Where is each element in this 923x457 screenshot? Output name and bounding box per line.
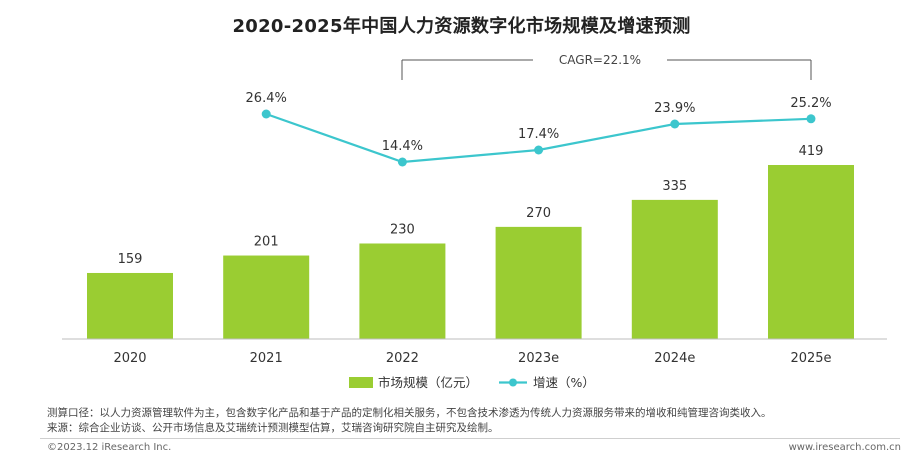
legend: 市场规模（亿元） 增速（%） xyxy=(349,375,595,390)
growth-label-2023e: 17.4% xyxy=(518,127,559,142)
bar-value-label-2024e: 335 xyxy=(662,179,687,194)
growth-label-2024e: 23.9% xyxy=(654,101,695,116)
bar-value-label-2022: 230 xyxy=(390,222,415,237)
footer-divider xyxy=(40,438,900,439)
bar-2020 xyxy=(87,272,173,339)
growth-point-2024e xyxy=(670,119,680,129)
bar-2025e xyxy=(768,165,854,339)
legend-line-marker xyxy=(509,378,517,387)
cagr-bracket: CAGR=22.1% xyxy=(401,53,812,80)
growth-point-2023e xyxy=(534,145,544,155)
x-tick-label-2020: 2020 xyxy=(113,351,146,366)
legend-bar-label: 市场规模（亿元） xyxy=(378,375,478,390)
growth-point-2022 xyxy=(397,157,407,167)
copyright: ©2023.12 iResearch Inc. xyxy=(47,442,172,453)
x-tick-label-2022: 2022 xyxy=(386,351,419,366)
bar-2021 xyxy=(223,255,310,339)
bar-2024e xyxy=(631,199,718,339)
x-tick-label-2023e: 2023e xyxy=(518,351,559,366)
growth-label-2021: 26.4% xyxy=(246,91,287,106)
growth-point-2025e xyxy=(806,114,816,124)
source-note: 来源：综合企业访谈、公开市场信息及艾瑞统计预测模型估算，艾瑞咨询研究院自主研究及… xyxy=(47,422,499,434)
bar-value-label-2023e: 270 xyxy=(526,206,551,221)
growth-point-2021 xyxy=(261,109,271,119)
chart-title: 2020-2025年中国人力资源数字化市场规模及增速预测 xyxy=(232,16,691,37)
bar-value-label-2025e: 419 xyxy=(799,144,824,159)
legend-line-label: 增速（%） xyxy=(533,375,595,390)
method-note: 测算口径：以人力资源管理软件为主，包含数字化产品和基于产品的定制化相关服务，不包… xyxy=(47,407,772,419)
x-tick-label-2024e: 2024e xyxy=(654,351,695,366)
x-tick-label-2021: 2021 xyxy=(250,351,283,366)
bar-2022 xyxy=(359,243,446,339)
site-url: www.iresearch.com.cn xyxy=(788,442,901,453)
growth-label-2022: 14.4% xyxy=(382,139,423,154)
bar-2023e xyxy=(495,226,582,339)
cagr-label: CAGR=22.1% xyxy=(559,53,641,67)
bar-value-label-2021: 201 xyxy=(254,235,279,250)
bar-value-label-2020: 159 xyxy=(118,252,143,267)
growth-label-2025e: 25.2% xyxy=(790,96,831,111)
legend-bar-swatch xyxy=(349,377,373,388)
x-tick-label-2025e: 2025e xyxy=(790,351,831,366)
